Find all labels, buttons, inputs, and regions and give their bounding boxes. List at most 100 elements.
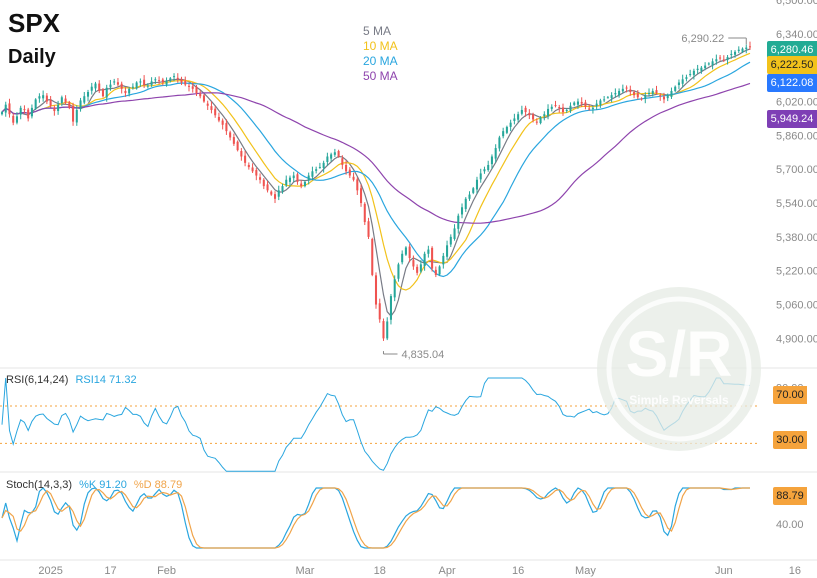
x-tick-label: May <box>575 565 596 577</box>
candle-body <box>711 61 714 66</box>
candle-body <box>158 80 161 82</box>
candle-body <box>588 108 591 110</box>
candle-body <box>49 100 52 106</box>
stoch-name: Stoch(14,3,3) <box>6 479 73 491</box>
candle-body <box>4 104 7 113</box>
candle-body <box>356 179 359 191</box>
candle-body <box>210 106 213 110</box>
x-tick-label: 17 <box>104 565 116 577</box>
candle-body <box>427 249 430 254</box>
candle-body <box>606 97 609 99</box>
y-tick-label: 6,500.00 <box>776 0 817 7</box>
candle-body <box>300 183 303 187</box>
candle-body <box>19 107 22 115</box>
candle-body <box>453 228 456 239</box>
candle-body <box>614 93 617 95</box>
candle-body <box>322 162 325 168</box>
candle-body <box>86 92 90 97</box>
candle-body <box>464 198 467 209</box>
candle-body <box>292 175 295 179</box>
candle-body <box>352 176 355 180</box>
x-tick-label: 18 <box>374 565 386 577</box>
candle-body <box>550 106 553 109</box>
candle-body <box>692 70 695 75</box>
candle-body <box>72 105 75 122</box>
candle-body <box>214 108 217 116</box>
legend-10ma: 10 MA <box>363 39 398 53</box>
candle-body <box>565 109 568 111</box>
price-tag-50ma: 5,949.24 <box>767 110 817 128</box>
y-tick-label: 6,020.00 <box>776 97 817 109</box>
candle-body <box>745 47 748 50</box>
candle-body <box>191 86 194 89</box>
candle-body <box>232 137 235 144</box>
candle-body <box>610 95 613 99</box>
x-tick-label: 16 <box>512 565 524 577</box>
y-tick-label: 5,540.00 <box>776 198 817 210</box>
price-tag-10ma: 6,222.50 <box>767 56 817 74</box>
candle-body <box>509 122 512 127</box>
candle-body <box>360 188 363 204</box>
candle-body <box>270 191 273 195</box>
candle-body <box>479 173 482 180</box>
stoch-k-value: %K 91.20 <box>79 479 127 491</box>
candle-body <box>116 82 119 85</box>
candle-body <box>371 238 374 275</box>
candle-body <box>0 112 4 115</box>
candle-body <box>483 169 486 172</box>
candle-body <box>273 194 277 199</box>
stoch-label: Stoch(14,3,3) %K 91.20 %D 88.79 <box>6 479 182 491</box>
candle-body <box>83 96 86 103</box>
rsi-lower-tag: 30.00 <box>773 431 807 449</box>
legend-20ma: 20 MA <box>363 54 398 68</box>
candle-body <box>367 221 370 237</box>
rsi-upper-tag: 70.00 <box>773 386 807 404</box>
x-tick-label: 16 <box>789 565 801 577</box>
y-tick-label: 5,220.00 <box>776 266 817 278</box>
candle-body <box>79 100 82 110</box>
candle-body <box>532 114 535 120</box>
candle-body <box>221 120 224 125</box>
candle-body <box>105 87 108 98</box>
candle-body <box>517 114 520 120</box>
candle-body <box>176 77 179 80</box>
candle-body <box>412 260 415 267</box>
candle-body <box>401 253 404 263</box>
candle-body <box>326 156 329 163</box>
candle-body <box>288 177 292 182</box>
candle-body <box>573 102 576 105</box>
candle-body <box>187 85 191 87</box>
candle-body <box>633 92 636 96</box>
candle-body <box>169 78 172 82</box>
x-tick-label: Mar <box>295 565 314 577</box>
candle-body <box>27 109 30 119</box>
candle-body <box>734 51 737 55</box>
ma-line-5 <box>1 48 751 317</box>
candle-body <box>651 90 654 94</box>
candle-body <box>173 76 176 78</box>
rsi-label: RSI(6,14,24) RSI14 71.32 <box>6 374 137 386</box>
candle-body <box>161 79 164 83</box>
candle-body <box>498 137 501 149</box>
candle-body <box>475 179 479 190</box>
candle-body <box>715 59 718 62</box>
candle-body <box>644 95 647 99</box>
rsi-value: RSI14 71.32 <box>75 374 137 386</box>
candle-body <box>595 103 598 107</box>
candle-body <box>255 170 258 176</box>
candle-body <box>259 177 262 180</box>
candle-body <box>180 79 183 83</box>
candle-body <box>345 164 348 172</box>
candle-body <box>670 90 673 97</box>
candle-body <box>446 245 449 257</box>
candle-body <box>311 171 314 177</box>
candle-body <box>647 93 651 95</box>
candle-body <box>423 253 426 267</box>
candle-body <box>318 167 321 169</box>
ma-line-20 <box>1 61 751 278</box>
candle-body <box>281 186 284 192</box>
candle-body <box>460 207 464 215</box>
candle-body <box>113 81 116 83</box>
candle-body <box>502 131 505 137</box>
candle-body <box>539 117 542 124</box>
